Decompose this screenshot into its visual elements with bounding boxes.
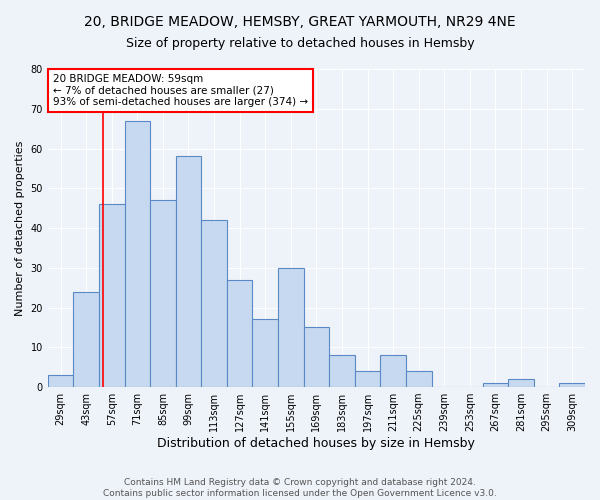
Bar bbox=[227, 280, 253, 387]
Bar bbox=[201, 220, 227, 387]
Bar bbox=[73, 292, 99, 387]
Text: 20, BRIDGE MEADOW, HEMSBY, GREAT YARMOUTH, NR29 4NE: 20, BRIDGE MEADOW, HEMSBY, GREAT YARMOUT… bbox=[84, 15, 516, 29]
Bar bbox=[99, 204, 125, 387]
Bar bbox=[508, 379, 534, 387]
Bar bbox=[406, 371, 431, 387]
Bar bbox=[150, 200, 176, 387]
Bar bbox=[278, 268, 304, 387]
Text: 20 BRIDGE MEADOW: 59sqm
← 7% of detached houses are smaller (27)
93% of semi-det: 20 BRIDGE MEADOW: 59sqm ← 7% of detached… bbox=[53, 74, 308, 107]
Text: Size of property relative to detached houses in Hemsby: Size of property relative to detached ho… bbox=[125, 38, 475, 51]
Bar bbox=[329, 356, 355, 387]
Bar bbox=[176, 156, 201, 387]
Bar bbox=[355, 371, 380, 387]
Text: Contains HM Land Registry data © Crown copyright and database right 2024.
Contai: Contains HM Land Registry data © Crown c… bbox=[103, 478, 497, 498]
Bar bbox=[304, 328, 329, 387]
Bar bbox=[48, 375, 73, 387]
Bar bbox=[125, 120, 150, 387]
Bar bbox=[380, 356, 406, 387]
Bar bbox=[482, 383, 508, 387]
Y-axis label: Number of detached properties: Number of detached properties bbox=[15, 140, 25, 316]
Bar bbox=[559, 383, 585, 387]
Bar bbox=[253, 320, 278, 387]
X-axis label: Distribution of detached houses by size in Hemsby: Distribution of detached houses by size … bbox=[157, 437, 475, 450]
